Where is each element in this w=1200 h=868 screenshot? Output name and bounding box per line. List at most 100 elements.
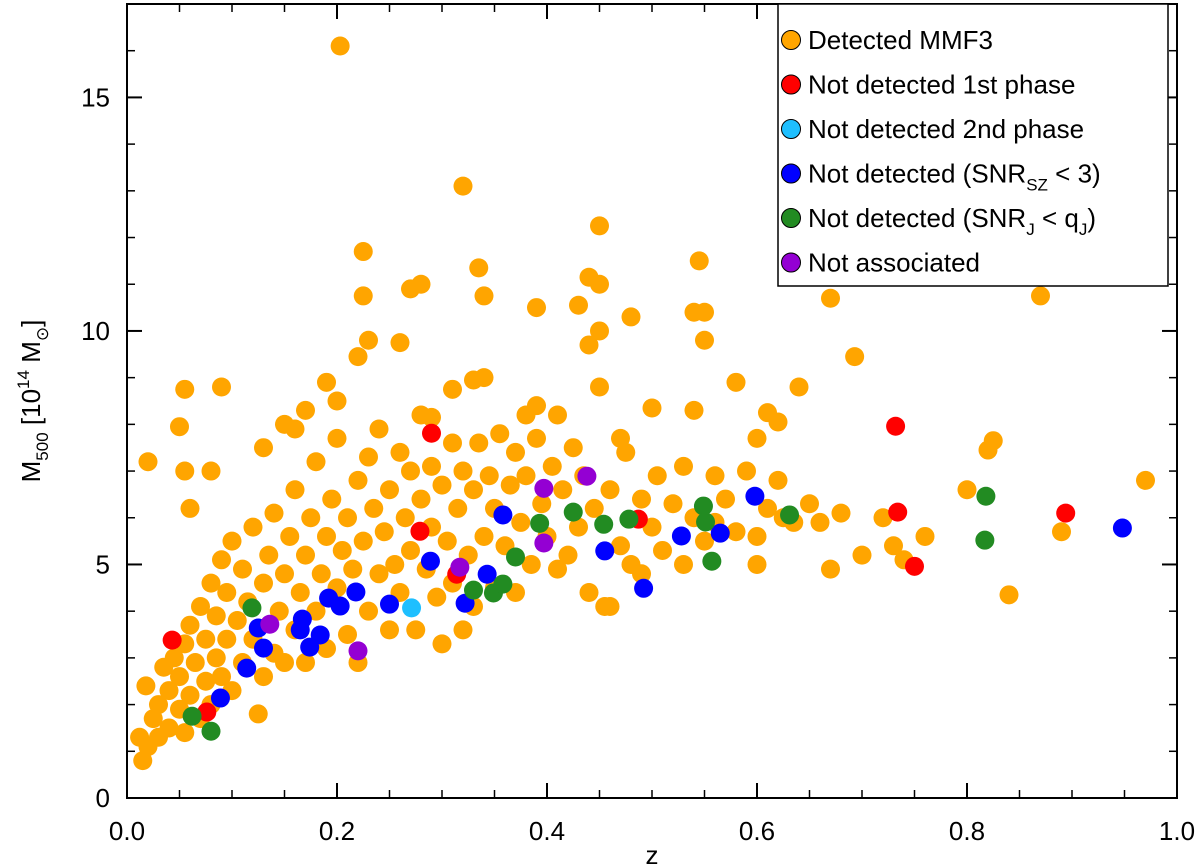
point (671, 526, 691, 546)
point (380, 594, 399, 614)
point (138, 452, 158, 472)
point (516, 466, 536, 486)
text-part: M (16, 341, 46, 370)
legend: Detected MMF3 Not detected 1st phase Not d… (777, 3, 1169, 287)
point (821, 288, 840, 308)
point (217, 629, 237, 649)
legend-label: Detected MMF3 (808, 25, 993, 55)
point (296, 653, 315, 673)
point (647, 466, 667, 486)
point (577, 466, 597, 486)
point (579, 582, 599, 602)
point (182, 706, 202, 726)
text-part: < q (1035, 203, 1079, 233)
point (395, 508, 415, 528)
y-tick-label: 5 (96, 549, 110, 579)
point (474, 526, 494, 546)
point (563, 438, 583, 458)
point (369, 564, 389, 584)
point (888, 502, 908, 522)
point (180, 685, 200, 705)
x-tick-label: 0.8 (949, 816, 985, 846)
point (380, 620, 399, 640)
point (411, 405, 431, 425)
point (453, 620, 473, 640)
legend-marker (781, 30, 801, 50)
point (275, 564, 294, 584)
point (260, 614, 280, 634)
point (1136, 470, 1155, 490)
point (201, 573, 221, 593)
point (469, 258, 489, 278)
point (330, 596, 350, 616)
point (327, 428, 347, 448)
point (663, 494, 683, 514)
point (619, 509, 639, 529)
point (317, 526, 336, 546)
text-part: SZ (1026, 176, 1048, 195)
point (527, 428, 546, 448)
point (159, 681, 179, 701)
point (780, 505, 800, 525)
point (696, 512, 716, 532)
point (359, 601, 378, 621)
point (338, 508, 357, 528)
y-axis-label: M500 [1014 M⊙] (14, 320, 52, 483)
point (327, 391, 347, 411)
point (493, 505, 513, 525)
point (306, 452, 326, 472)
point (285, 419, 305, 439)
y-tick-label: 10 (81, 316, 110, 346)
point (175, 723, 195, 743)
point (180, 498, 200, 518)
text-part: ) (1087, 203, 1096, 233)
point (422, 456, 441, 476)
point (530, 513, 550, 533)
point (500, 475, 520, 495)
point (684, 400, 704, 420)
x-tick-label: 1.0 (1159, 816, 1195, 846)
x-tick-label: 0.4 (529, 816, 565, 846)
legend-marker (781, 163, 801, 184)
point (191, 597, 210, 617)
point (594, 514, 614, 534)
point (170, 417, 189, 437)
point (448, 498, 468, 518)
legend-label: Not detected 1st phase (808, 70, 1075, 100)
point (196, 629, 216, 649)
point (290, 620, 310, 640)
point (464, 370, 483, 390)
point (789, 377, 809, 397)
point (595, 541, 615, 561)
point (330, 36, 350, 56)
point (852, 545, 872, 565)
point (747, 428, 767, 448)
point (212, 667, 231, 687)
point (768, 470, 788, 490)
point (621, 307, 641, 327)
point (506, 547, 525, 567)
point (196, 671, 216, 691)
point (185, 653, 205, 673)
point (212, 377, 231, 397)
x-tick-label: 0.0 (109, 816, 145, 846)
point (506, 442, 525, 462)
point (453, 176, 473, 196)
point (873, 508, 893, 528)
legend-box (777, 3, 1169, 287)
point (611, 536, 630, 556)
point (695, 302, 714, 322)
point (600, 597, 620, 617)
point (726, 372, 746, 392)
point (702, 551, 722, 571)
legend-marker (781, 252, 801, 273)
text-part: [10 (16, 389, 46, 432)
point (343, 559, 363, 579)
point (222, 531, 242, 551)
legend-marker (781, 74, 801, 95)
point (432, 634, 452, 654)
point (233, 559, 252, 579)
point (590, 216, 609, 236)
